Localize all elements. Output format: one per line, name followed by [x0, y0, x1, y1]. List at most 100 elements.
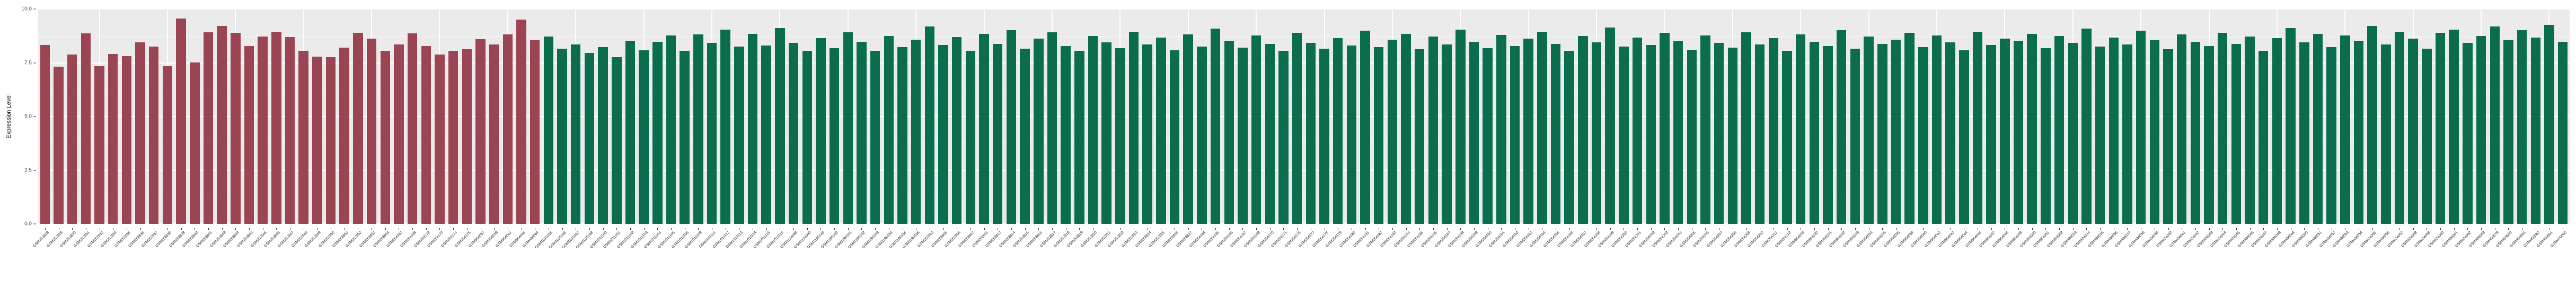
bar[interactable]	[380, 51, 390, 224]
bar[interactable]	[2422, 49, 2432, 224]
bar[interactable]	[1061, 46, 1071, 224]
bar[interactable]	[1850, 49, 1860, 224]
bar[interactable]	[1904, 33, 1915, 224]
bar[interactable]	[462, 49, 472, 224]
bar[interactable]	[1238, 48, 1248, 224]
bar[interactable]	[1101, 42, 1111, 224]
bar[interactable]	[231, 33, 241, 224]
bar[interactable]	[2353, 41, 2364, 224]
bar[interactable]	[271, 31, 281, 224]
bar[interactable]	[1687, 50, 1697, 224]
bar[interactable]	[2054, 35, 2065, 224]
bar[interactable]	[557, 49, 567, 224]
bar[interactable]	[2517, 30, 2527, 224]
bar[interactable]	[1360, 31, 1370, 224]
bar[interactable]	[1006, 30, 1017, 224]
bar[interactable]	[1496, 34, 1506, 224]
bar[interactable]	[1837, 30, 1847, 224]
bar[interactable]	[1183, 34, 1193, 224]
bar[interactable]	[2490, 26, 2500, 224]
bar[interactable]	[366, 39, 377, 224]
bar[interactable]	[448, 51, 458, 224]
bar[interactable]	[149, 47, 159, 224]
bar[interactable]	[339, 48, 349, 224]
bar[interactable]	[2299, 42, 2309, 224]
bar[interactable]	[1945, 42, 1955, 224]
bar[interactable]	[1278, 51, 1289, 224]
bar[interactable]	[639, 50, 649, 224]
bar[interactable]	[1455, 29, 1466, 224]
bar[interactable]	[747, 33, 758, 224]
bar[interactable]	[1754, 44, 1765, 224]
bar[interactable]	[1292, 32, 1302, 224]
bar[interactable]	[1727, 48, 1738, 224]
bar[interactable]	[67, 55, 77, 224]
bar[interactable]	[2190, 41, 2201, 224]
bar[interactable]	[584, 53, 595, 224]
bar[interactable]	[421, 46, 431, 224]
bar[interactable]	[1483, 48, 1493, 224]
bar[interactable]	[1646, 45, 1656, 224]
bar[interactable]	[435, 55, 445, 224]
bar[interactable]	[1619, 47, 1629, 224]
bar[interactable]	[788, 43, 799, 224]
bar[interactable]	[489, 44, 499, 224]
bar[interactable]	[2326, 47, 2336, 224]
bar[interactable]	[1864, 36, 1874, 224]
bar[interactable]	[2163, 49, 2173, 224]
bar[interactable]	[502, 34, 513, 224]
bar[interactable]	[816, 38, 826, 224]
bar[interactable]	[1918, 47, 1928, 224]
bar[interactable]	[2381, 44, 2391, 224]
bar[interactable]	[761, 46, 771, 224]
bar[interactable]	[1673, 41, 1683, 224]
bar[interactable]	[571, 44, 581, 224]
bar[interactable]	[407, 33, 418, 224]
bar[interactable]	[285, 37, 295, 224]
bar[interactable]	[162, 66, 173, 224]
bar[interactable]	[54, 66, 64, 224]
bar[interactable]	[1415, 49, 1425, 224]
bar[interactable]	[1823, 46, 1833, 224]
bar[interactable]	[1714, 43, 1724, 224]
bar[interactable]	[394, 44, 404, 224]
bar[interactable]	[857, 41, 867, 224]
bar[interactable]	[951, 37, 962, 224]
bar[interactable]	[176, 19, 186, 224]
bar[interactable]	[775, 28, 785, 224]
bar[interactable]	[1605, 27, 1615, 224]
bar[interactable]	[625, 41, 636, 224]
bar[interactable]	[2367, 25, 2377, 224]
bar[interactable]	[2027, 33, 2037, 224]
bar[interactable]	[924, 26, 935, 224]
bar[interactable]	[1442, 44, 1452, 224]
bar[interactable]	[1034, 39, 1044, 224]
bar[interactable]	[843, 32, 853, 224]
bar[interactable]	[530, 40, 540, 224]
bar[interactable]	[965, 51, 976, 224]
bar[interactable]	[802, 51, 812, 224]
bar[interactable]	[2231, 43, 2242, 224]
bar[interactable]	[1265, 43, 1275, 224]
bar[interactable]	[680, 51, 690, 224]
bar[interactable]	[1074, 51, 1084, 224]
bar[interactable]	[2286, 28, 2296, 224]
bar[interactable]	[2259, 51, 2269, 224]
bar[interactable]	[666, 35, 676, 224]
bar[interactable]	[298, 51, 308, 224]
bar[interactable]	[2081, 29, 2092, 224]
bar[interactable]	[1047, 32, 1057, 224]
bar[interactable]	[1169, 50, 1180, 224]
bar[interactable]	[2204, 46, 2214, 224]
bar[interactable]	[2340, 35, 2350, 224]
bar[interactable]	[1632, 37, 1643, 224]
bar[interactable]	[1809, 41, 1820, 224]
bar[interactable]	[1972, 31, 1983, 224]
bar[interactable]	[1156, 37, 1166, 224]
bar[interactable]	[2394, 31, 2405, 224]
bar[interactable]	[1959, 50, 1969, 224]
bar[interactable]	[1931, 35, 1942, 224]
bar[interactable]	[312, 57, 322, 224]
bar[interactable]	[884, 35, 894, 224]
bar[interactable]	[1564, 51, 1574, 224]
